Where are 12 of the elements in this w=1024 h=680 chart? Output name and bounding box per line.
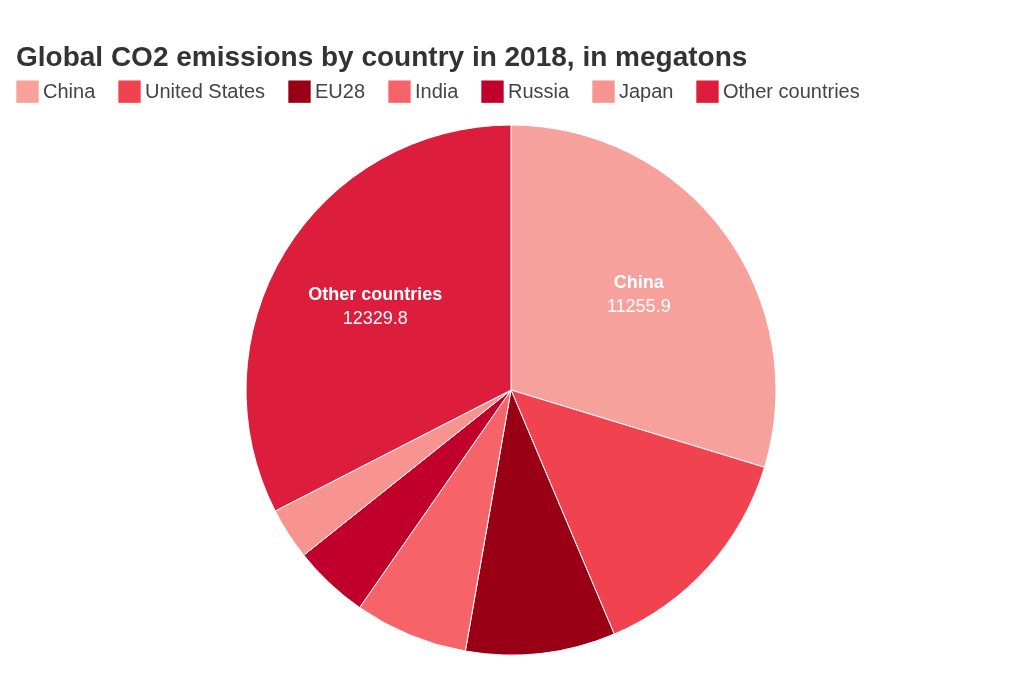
legend-label: China	[43, 79, 97, 102]
slice-label: China	[613, 272, 665, 293]
legend-label: India	[415, 79, 460, 102]
legend-label: Japan	[619, 79, 674, 102]
data-label: 12329.8	[342, 308, 408, 329]
legend-label: Other countries	[723, 79, 860, 102]
legend-label: EU28	[315, 79, 366, 102]
legend-label: Russia	[508, 79, 571, 102]
legend-label: United States	[145, 79, 266, 102]
slice-label: Other countries	[308, 284, 443, 305]
chart-title: Global CO2 emissions by country in 2018, in megatons	[16, 41, 748, 72]
data-label: 11255.9	[606, 296, 671, 317]
